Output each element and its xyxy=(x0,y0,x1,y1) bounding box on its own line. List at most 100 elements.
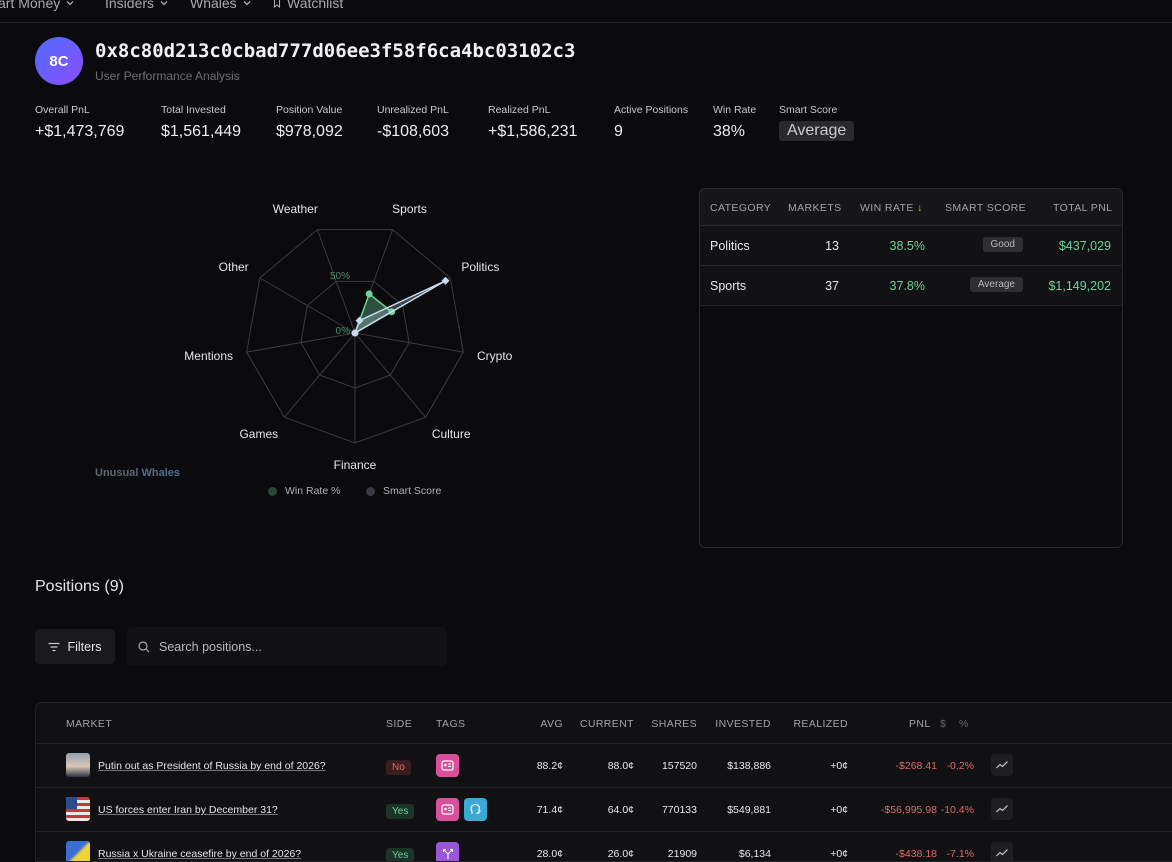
chart-button[interactable] xyxy=(991,842,1013,861)
smart-score-badge: Average xyxy=(779,121,855,141)
filters-label: Filters xyxy=(67,639,102,654)
search-icon xyxy=(138,640,150,652)
col-category[interactable]: CATEGORY xyxy=(710,202,772,214)
category-win-rate: 38.5% xyxy=(889,239,925,253)
cell-avg: 28.0¢ xyxy=(536,848,563,860)
nav-smart-money-label: art Money xyxy=(0,0,61,11)
col-market[interactable]: MARKET xyxy=(66,718,113,730)
col-realized[interactable]: REALIZED xyxy=(793,718,848,730)
nav-insiders[interactable]: Insiders xyxy=(105,0,169,11)
radar-axis-label: Politics xyxy=(461,260,499,274)
avatar: 8C xyxy=(35,37,83,85)
cell-pnl: -$438.18 xyxy=(895,848,937,860)
radar-axis-label: Weather xyxy=(273,202,318,216)
col-pnl[interactable]: PNL xyxy=(909,718,931,730)
stat-value: 9 xyxy=(614,123,623,140)
stat-label: Unrealized PnL xyxy=(377,104,449,116)
radar-grid-ring xyxy=(300,280,410,389)
table-row[interactable]: Putin out as President of Russia by end … xyxy=(36,744,1172,788)
col-markets[interactable]: MARKETS xyxy=(788,202,842,214)
market-thumbnail xyxy=(66,797,90,821)
radar-spoke xyxy=(246,332,356,353)
legend-item-win-rate[interactable]: Win Rate % xyxy=(268,485,340,497)
category-row[interactable]: Sports 37 37.8% Average $1,149,202 xyxy=(700,266,1122,306)
radar-series-area xyxy=(353,280,446,335)
radar-point xyxy=(355,316,364,325)
cell-current: 26.0¢ xyxy=(607,848,634,860)
stat-realized-pnl: Realized PnL +$1,586,231 xyxy=(488,104,577,141)
chevron-down-icon xyxy=(243,1,251,6)
cell-realized: +0¢ xyxy=(830,804,848,816)
split-tag-icon[interactable] xyxy=(436,842,459,861)
search-box[interactable] xyxy=(127,627,447,666)
market-link[interactable]: Russia x Ukraine ceasefire by end of 202… xyxy=(98,848,302,860)
col-invested[interactable]: INVESTED xyxy=(715,718,771,730)
market-link[interactable]: US forces enter Iran by December 31? xyxy=(98,804,278,816)
col-tags: TAGS xyxy=(436,718,466,730)
category-markets: 37 xyxy=(825,279,839,293)
positions-title: Positions (9) xyxy=(35,578,124,595)
legend-item-smart-score[interactable]: Smart Score xyxy=(366,485,441,497)
pnl-toggle-percent[interactable]: % xyxy=(959,718,969,730)
col-shares[interactable]: SHARES xyxy=(651,718,697,730)
filter-icon xyxy=(48,642,60,651)
nav-smart-money[interactable]: art Money xyxy=(0,0,75,11)
chart-button[interactable] xyxy=(991,754,1013,776)
cell-shares: 770133 xyxy=(661,804,697,816)
chevron-down-icon xyxy=(66,1,74,6)
col-side[interactable]: SIDE xyxy=(386,718,413,730)
market-thumbnail xyxy=(66,841,90,861)
category-row[interactable]: Politics 13 38.5% Good $437,029 xyxy=(700,226,1122,266)
col-win-rate[interactable]: WIN RATE ↓ xyxy=(860,202,923,214)
col-smart-score[interactable]: SMART SCORE xyxy=(945,202,1027,214)
politics-icon xyxy=(441,804,454,815)
stat-value: +$1,473,769 xyxy=(35,123,125,140)
col-win-rate-label: WIN RATE xyxy=(860,202,914,214)
market-thumbnail xyxy=(66,753,90,777)
radar-ring-label: 0% xyxy=(336,326,351,337)
politics-tag-icon[interactable] xyxy=(436,798,459,821)
radar-axis-label: Mentions xyxy=(184,349,233,363)
positions-table: MARKET SIDE TAGS AVG CURRENT SHARES INVE… xyxy=(35,702,1172,862)
category-total-pnl: $437,029 xyxy=(1058,239,1111,253)
radar-ring-label: 50% xyxy=(330,271,350,282)
radar-axis-label: Sports xyxy=(392,202,427,216)
radar-grid-ring xyxy=(246,229,464,444)
politics-tag-icon[interactable] xyxy=(436,754,459,777)
split-arrows-icon xyxy=(442,848,453,859)
col-avg[interactable]: AVG xyxy=(540,718,563,730)
col-total-pnl[interactable]: TOTAL PNL xyxy=(1053,202,1113,214)
cell-realized: +0¢ xyxy=(830,760,848,772)
wallet-address: 0x8c80d213c0cbad777d06ee3f58f6ca4bc03102… xyxy=(95,40,576,62)
cell-current: 88.0¢ xyxy=(607,760,634,772)
radar-chart: 0% 50% Sports Politics Crypto Culture Finance G… xyxy=(184,202,512,472)
trend-line-icon xyxy=(996,805,1008,813)
top-nav: art Money Insiders Whales Watchlist xyxy=(0,0,1172,23)
chart-button[interactable] xyxy=(991,798,1013,820)
cell-invested: $138,886 xyxy=(727,760,771,772)
stat-value: -$108,603 xyxy=(377,123,450,140)
category-name: Sports xyxy=(710,279,747,293)
nav-watchlist-label: Watchlist xyxy=(287,0,344,11)
radar-spoke xyxy=(316,229,356,334)
col-current[interactable]: CURRENT xyxy=(579,718,634,730)
market-link[interactable]: Putin out as President of Russia by end … xyxy=(98,760,326,772)
nav-watchlist[interactable]: Watchlist xyxy=(272,0,343,11)
radar-point xyxy=(441,276,450,285)
stat-total-invested: Total Invested $1,561,449 xyxy=(161,104,241,141)
table-row[interactable]: US forces enter Iran by December 31? Yes… xyxy=(36,788,1172,832)
filters-button[interactable]: Filters xyxy=(35,629,115,664)
pnl-toggle-dollar[interactable]: $ xyxy=(940,718,947,730)
side-badge: No xyxy=(386,760,411,775)
legend-dot-icon xyxy=(268,486,277,496)
nav-whales[interactable]: Whales xyxy=(190,0,252,11)
head-icon xyxy=(470,803,482,814)
radar-spoke xyxy=(283,332,356,418)
stat-label: Active Positions xyxy=(614,104,689,116)
table-row[interactable]: Russia x Ukraine ceasefire by end of 202… xyxy=(36,832,1172,861)
brain-tag-icon[interactable] xyxy=(464,798,487,821)
search-input[interactable] xyxy=(159,639,439,654)
stat-label: Realized PnL xyxy=(488,104,551,116)
sort-arrow-down-icon: ↓ xyxy=(917,202,923,214)
stat-label: Overall PnL xyxy=(35,104,90,116)
